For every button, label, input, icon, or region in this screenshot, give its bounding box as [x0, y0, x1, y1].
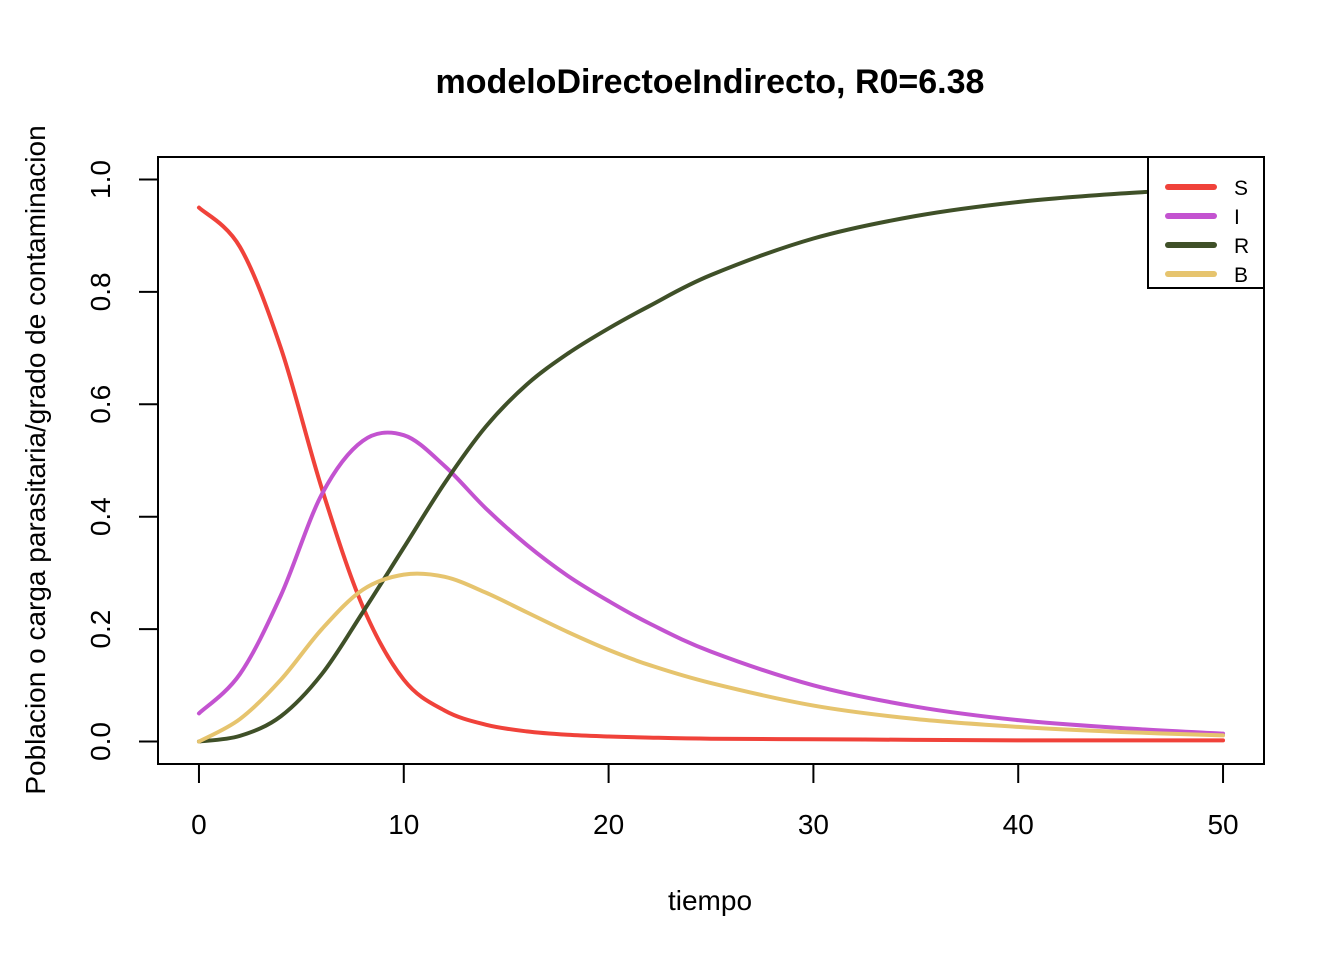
x-axis: 0 10 20 30 40 50 [191, 763, 1239, 840]
y-axis-label: Poblacion o carga parasitaria/grado de c… [20, 125, 51, 794]
legend-label-i: I [1234, 206, 1240, 229]
y-tick-label: 0.4 [85, 497, 116, 536]
legend-box [1147, 156, 1265, 289]
series-layer [196, 185, 1226, 744]
x-axis-label: tiempo [668, 885, 752, 916]
legend-label-s: S [1234, 177, 1248, 200]
x-tick-label: 0 [191, 809, 207, 840]
series-line-b [196, 571, 1226, 744]
legend-label-r: R [1234, 235, 1249, 258]
x-tick-label: 10 [388, 809, 419, 840]
y-tick-label: 0.8 [85, 272, 116, 311]
y-tick-label: 0.6 [85, 385, 116, 424]
chart-title: modeloDirectoeIndirecto, R0=6.38 [436, 63, 985, 101]
y-tick-label: 0.2 [85, 610, 116, 649]
x-tick-label: 40 [1003, 809, 1034, 840]
y-tick-label: 1.0 [85, 160, 116, 199]
x-tick-label: 20 [593, 809, 624, 840]
x-tick-label: 50 [1207, 809, 1238, 840]
y-tick-label: 0.0 [85, 722, 116, 761]
y-axis: 0.0 0.2 0.4 0.6 0.8 1.0 [85, 160, 159, 761]
series-line-i [196, 430, 1226, 736]
series-line-s [196, 205, 1226, 743]
legend-label-b: B [1234, 264, 1248, 287]
series-line-r [196, 185, 1226, 744]
x-tick-label: 30 [798, 809, 829, 840]
